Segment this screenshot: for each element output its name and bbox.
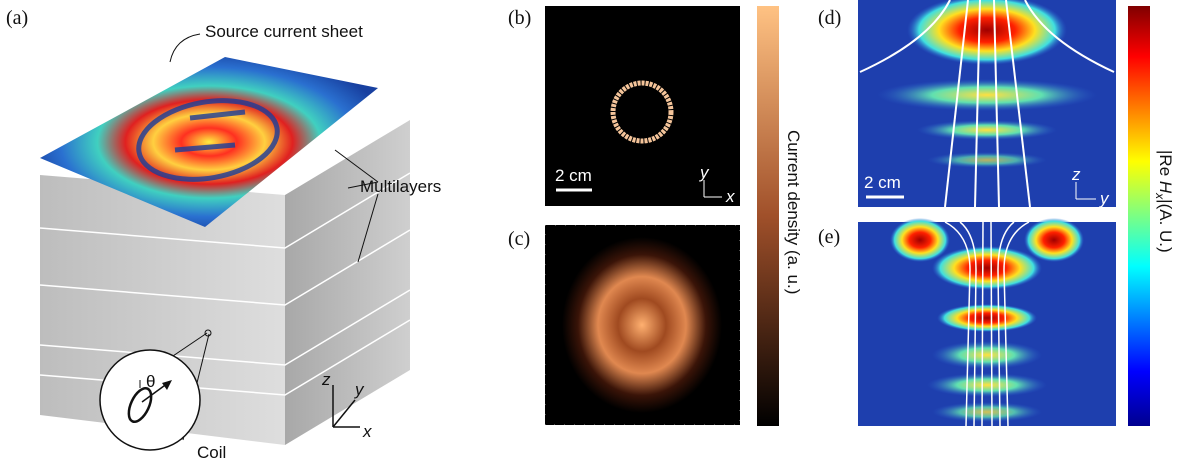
label-part: |(A. U.) <box>1156 199 1175 253</box>
label-part: H <box>1156 181 1175 194</box>
axis-label: y <box>699 163 710 182</box>
axis-label: y <box>1099 189 1110 208</box>
leader-line <box>170 34 200 62</box>
axis-label: x <box>725 187 735 206</box>
colorbar-label: Current density (a. u.) <box>784 130 803 294</box>
colorbar-label: |Re Hx|(A. U.) <box>1153 150 1175 253</box>
panel-label: (b) <box>508 7 531 29</box>
panel-label: (d) <box>818 7 841 29</box>
axis-label: z <box>321 370 331 389</box>
annotation: Coil <box>197 443 226 462</box>
axis-label: z <box>1071 165 1081 184</box>
annotation: Source current sheet <box>205 22 363 41</box>
angle-symbol: θ <box>146 372 155 391</box>
colorbar <box>757 6 779 426</box>
axis-label: x <box>362 422 372 441</box>
current-density <box>562 237 722 413</box>
colorbar <box>1128 6 1150 426</box>
scale-label: 2 cm <box>864 173 901 192</box>
panel-label: (e) <box>818 226 840 248</box>
panel-label: (a) <box>6 7 28 29</box>
axis-label: y <box>354 380 365 399</box>
label-part: |Re <box>1156 150 1175 181</box>
annotation: Multilayers <box>360 177 441 196</box>
scale-label: 2 cm <box>555 166 592 185</box>
panel-label: (c) <box>508 228 530 250</box>
figure: (a) Source current sheet Multilayers θ C… <box>0 0 1187 462</box>
